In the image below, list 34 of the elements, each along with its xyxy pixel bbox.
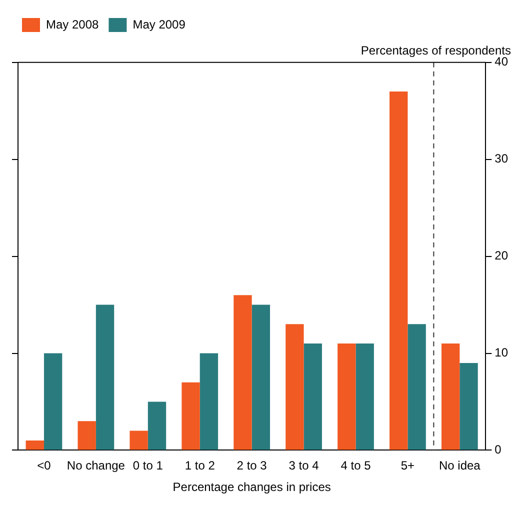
y-tick-label: 20 bbox=[494, 248, 508, 263]
bar bbox=[441, 344, 460, 450]
bar bbox=[44, 353, 62, 450]
bar bbox=[26, 440, 44, 450]
bar bbox=[460, 362, 478, 450]
x-tick-label: 0 to 1 bbox=[132, 458, 164, 473]
bar bbox=[252, 304, 270, 450]
x-tick-label: No change bbox=[66, 458, 126, 473]
y-tick-label: 0 bbox=[494, 442, 502, 457]
x-tick-label: 4 to 5 bbox=[340, 458, 372, 473]
bar bbox=[408, 324, 426, 450]
bar bbox=[338, 344, 356, 450]
bar bbox=[234, 295, 252, 450]
x-tick-label: <0 bbox=[37, 458, 52, 473]
x-tick-label: 3 to 4 bbox=[288, 458, 320, 473]
bar bbox=[148, 402, 166, 450]
bar bbox=[182, 382, 200, 450]
legend-label: May 2008 bbox=[46, 17, 100, 32]
bar bbox=[286, 324, 304, 450]
bar bbox=[130, 430, 148, 450]
bar bbox=[356, 344, 374, 450]
bar bbox=[390, 91, 408, 450]
y-tick-label: 30 bbox=[494, 152, 508, 166]
x-tick-label: 1 to 2 bbox=[184, 458, 216, 473]
x-axis-title: Percentage changes in prices bbox=[172, 480, 331, 494]
bar bbox=[304, 344, 322, 450]
legend-label: May 2009 bbox=[132, 17, 186, 32]
x-tick-label: No idea bbox=[438, 458, 481, 473]
y-tick-label: 10 bbox=[494, 346, 508, 360]
bar bbox=[78, 421, 96, 450]
x-tick-label: 2 to 3 bbox=[236, 458, 268, 473]
bar bbox=[200, 353, 218, 450]
bar bbox=[96, 304, 114, 450]
x-tick-label: 5+ bbox=[400, 458, 415, 473]
